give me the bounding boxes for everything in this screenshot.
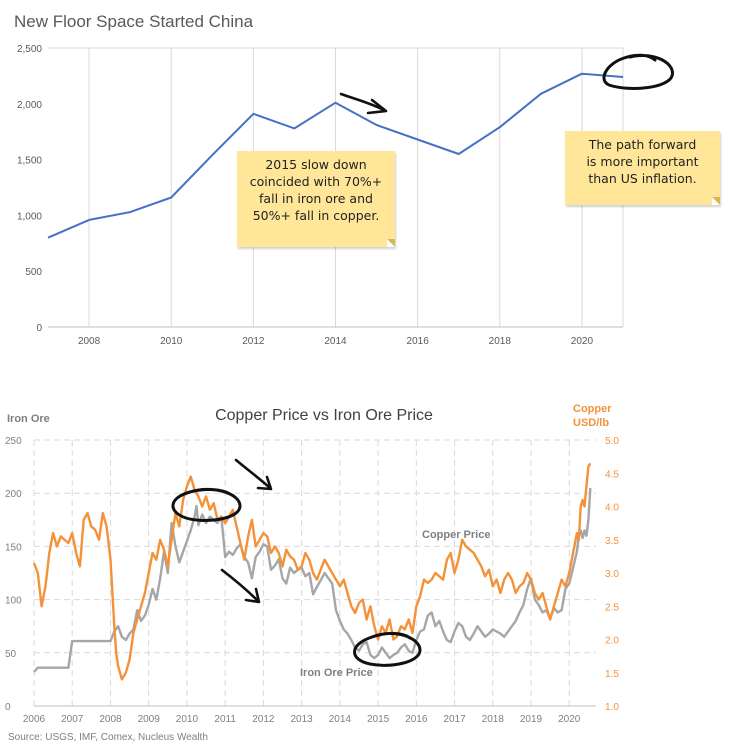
annotation-arrow bbox=[220, 568, 260, 603]
x-tick-label: 2015 bbox=[367, 714, 390, 725]
annotation-circle bbox=[602, 53, 674, 90]
x-tick-label: 2007 bbox=[61, 714, 84, 725]
note-line: 50%+ fall in copper. bbox=[252, 208, 380, 223]
y2-tick-label: 1.0 bbox=[605, 702, 619, 713]
annotation-arrowhead bbox=[366, 98, 388, 115]
iron-ore-series-line bbox=[33, 487, 592, 673]
x-tick-label: 2018 bbox=[482, 714, 505, 725]
annotation-note-path-forward: The path forward is more important than … bbox=[565, 131, 720, 205]
y-tick-label: 100 bbox=[5, 596, 22, 607]
annotation-arrow bbox=[339, 92, 386, 112]
y2-tick-label: 4.0 bbox=[605, 503, 619, 514]
x-tick-label: 2020 bbox=[571, 336, 594, 347]
y-tick-label: 1,000 bbox=[17, 211, 42, 222]
x-tick-label: 2014 bbox=[329, 714, 352, 725]
x-tick-label: 2018 bbox=[489, 336, 512, 347]
y-tick-label: 0 bbox=[36, 323, 42, 334]
note-line: The path forward bbox=[588, 137, 697, 152]
x-tick-label: 2012 bbox=[242, 336, 265, 347]
x-tick-label: 2010 bbox=[160, 336, 183, 347]
y-tick-label: 2,000 bbox=[17, 100, 42, 111]
x-tick-label: 2016 bbox=[407, 336, 430, 347]
y2-axis-label: USD/lb bbox=[573, 417, 609, 429]
x-tick-label: 2017 bbox=[443, 714, 466, 725]
y-tick-label: 250 bbox=[5, 436, 22, 447]
y2-tick-label: 4.5 bbox=[605, 469, 619, 480]
x-tick-label: 2008 bbox=[99, 714, 122, 725]
copper-series-line bbox=[32, 462, 592, 681]
y-axis-label: Iron Ore bbox=[7, 413, 50, 425]
note-line: coincided with 70%+ bbox=[249, 174, 383, 189]
note-line: than US inflation. bbox=[588, 171, 697, 186]
y-tick-label: 1,500 bbox=[17, 156, 42, 167]
x-tick-label: 2014 bbox=[324, 336, 347, 347]
x-tick-label: 2012 bbox=[252, 714, 275, 725]
x-tick-label: 2010 bbox=[176, 714, 199, 725]
y-tick-label: 2,500 bbox=[17, 44, 42, 55]
source-note: Source: USGS, IMF, Comex, Nucleus Wealth bbox=[8, 732, 208, 743]
y2-tick-label: 2.5 bbox=[605, 602, 619, 613]
copper-series-label: Copper Price bbox=[422, 529, 490, 541]
annotation-arrow bbox=[234, 458, 272, 490]
y2-tick-label: 3.0 bbox=[605, 569, 619, 580]
chart-title: New Floor Space Started China bbox=[14, 12, 254, 31]
y-tick-label: 150 bbox=[5, 542, 22, 553]
y-tick-label: 200 bbox=[5, 489, 22, 500]
note-line: fall in iron ore and bbox=[259, 191, 373, 206]
x-tick-label: 2008 bbox=[78, 336, 101, 347]
annotation-circle bbox=[171, 487, 242, 522]
x-tick-label: 2013 bbox=[290, 714, 313, 725]
x-tick-label: 2016 bbox=[405, 714, 428, 725]
y2-tick-label: 2.0 bbox=[605, 636, 619, 647]
y2-tick-label: 3.5 bbox=[605, 536, 619, 547]
y2-tick-label: 5.0 bbox=[605, 436, 619, 447]
x-tick-label: 2019 bbox=[520, 714, 543, 725]
chart-title: Copper Price vs Iron Ore Price bbox=[215, 407, 433, 424]
ironore-series-label: Iron Ore Price bbox=[300, 667, 373, 679]
annotation-note-2015: 2015 slow down coincided with 70%+ fall … bbox=[237, 151, 395, 247]
x-tick-label: 2011 bbox=[214, 714, 236, 725]
y-tick-label: 0 bbox=[5, 702, 11, 713]
y2-axis-label: Copper bbox=[573, 403, 612, 415]
annotation-circle bbox=[353, 631, 422, 667]
y2-tick-label: 1.5 bbox=[605, 669, 619, 680]
y-tick-label: 500 bbox=[25, 267, 42, 278]
x-tick-label: 2020 bbox=[558, 714, 581, 725]
note-line: is more important bbox=[586, 154, 699, 169]
note-line: 2015 slow down bbox=[265, 157, 367, 172]
annotation-arrowhead bbox=[256, 475, 273, 491]
y-tick-label: 50 bbox=[5, 649, 17, 660]
x-tick-label: 2009 bbox=[138, 714, 161, 725]
annotation-arrowhead bbox=[244, 587, 261, 604]
x-tick-label: 2006 bbox=[23, 714, 46, 725]
